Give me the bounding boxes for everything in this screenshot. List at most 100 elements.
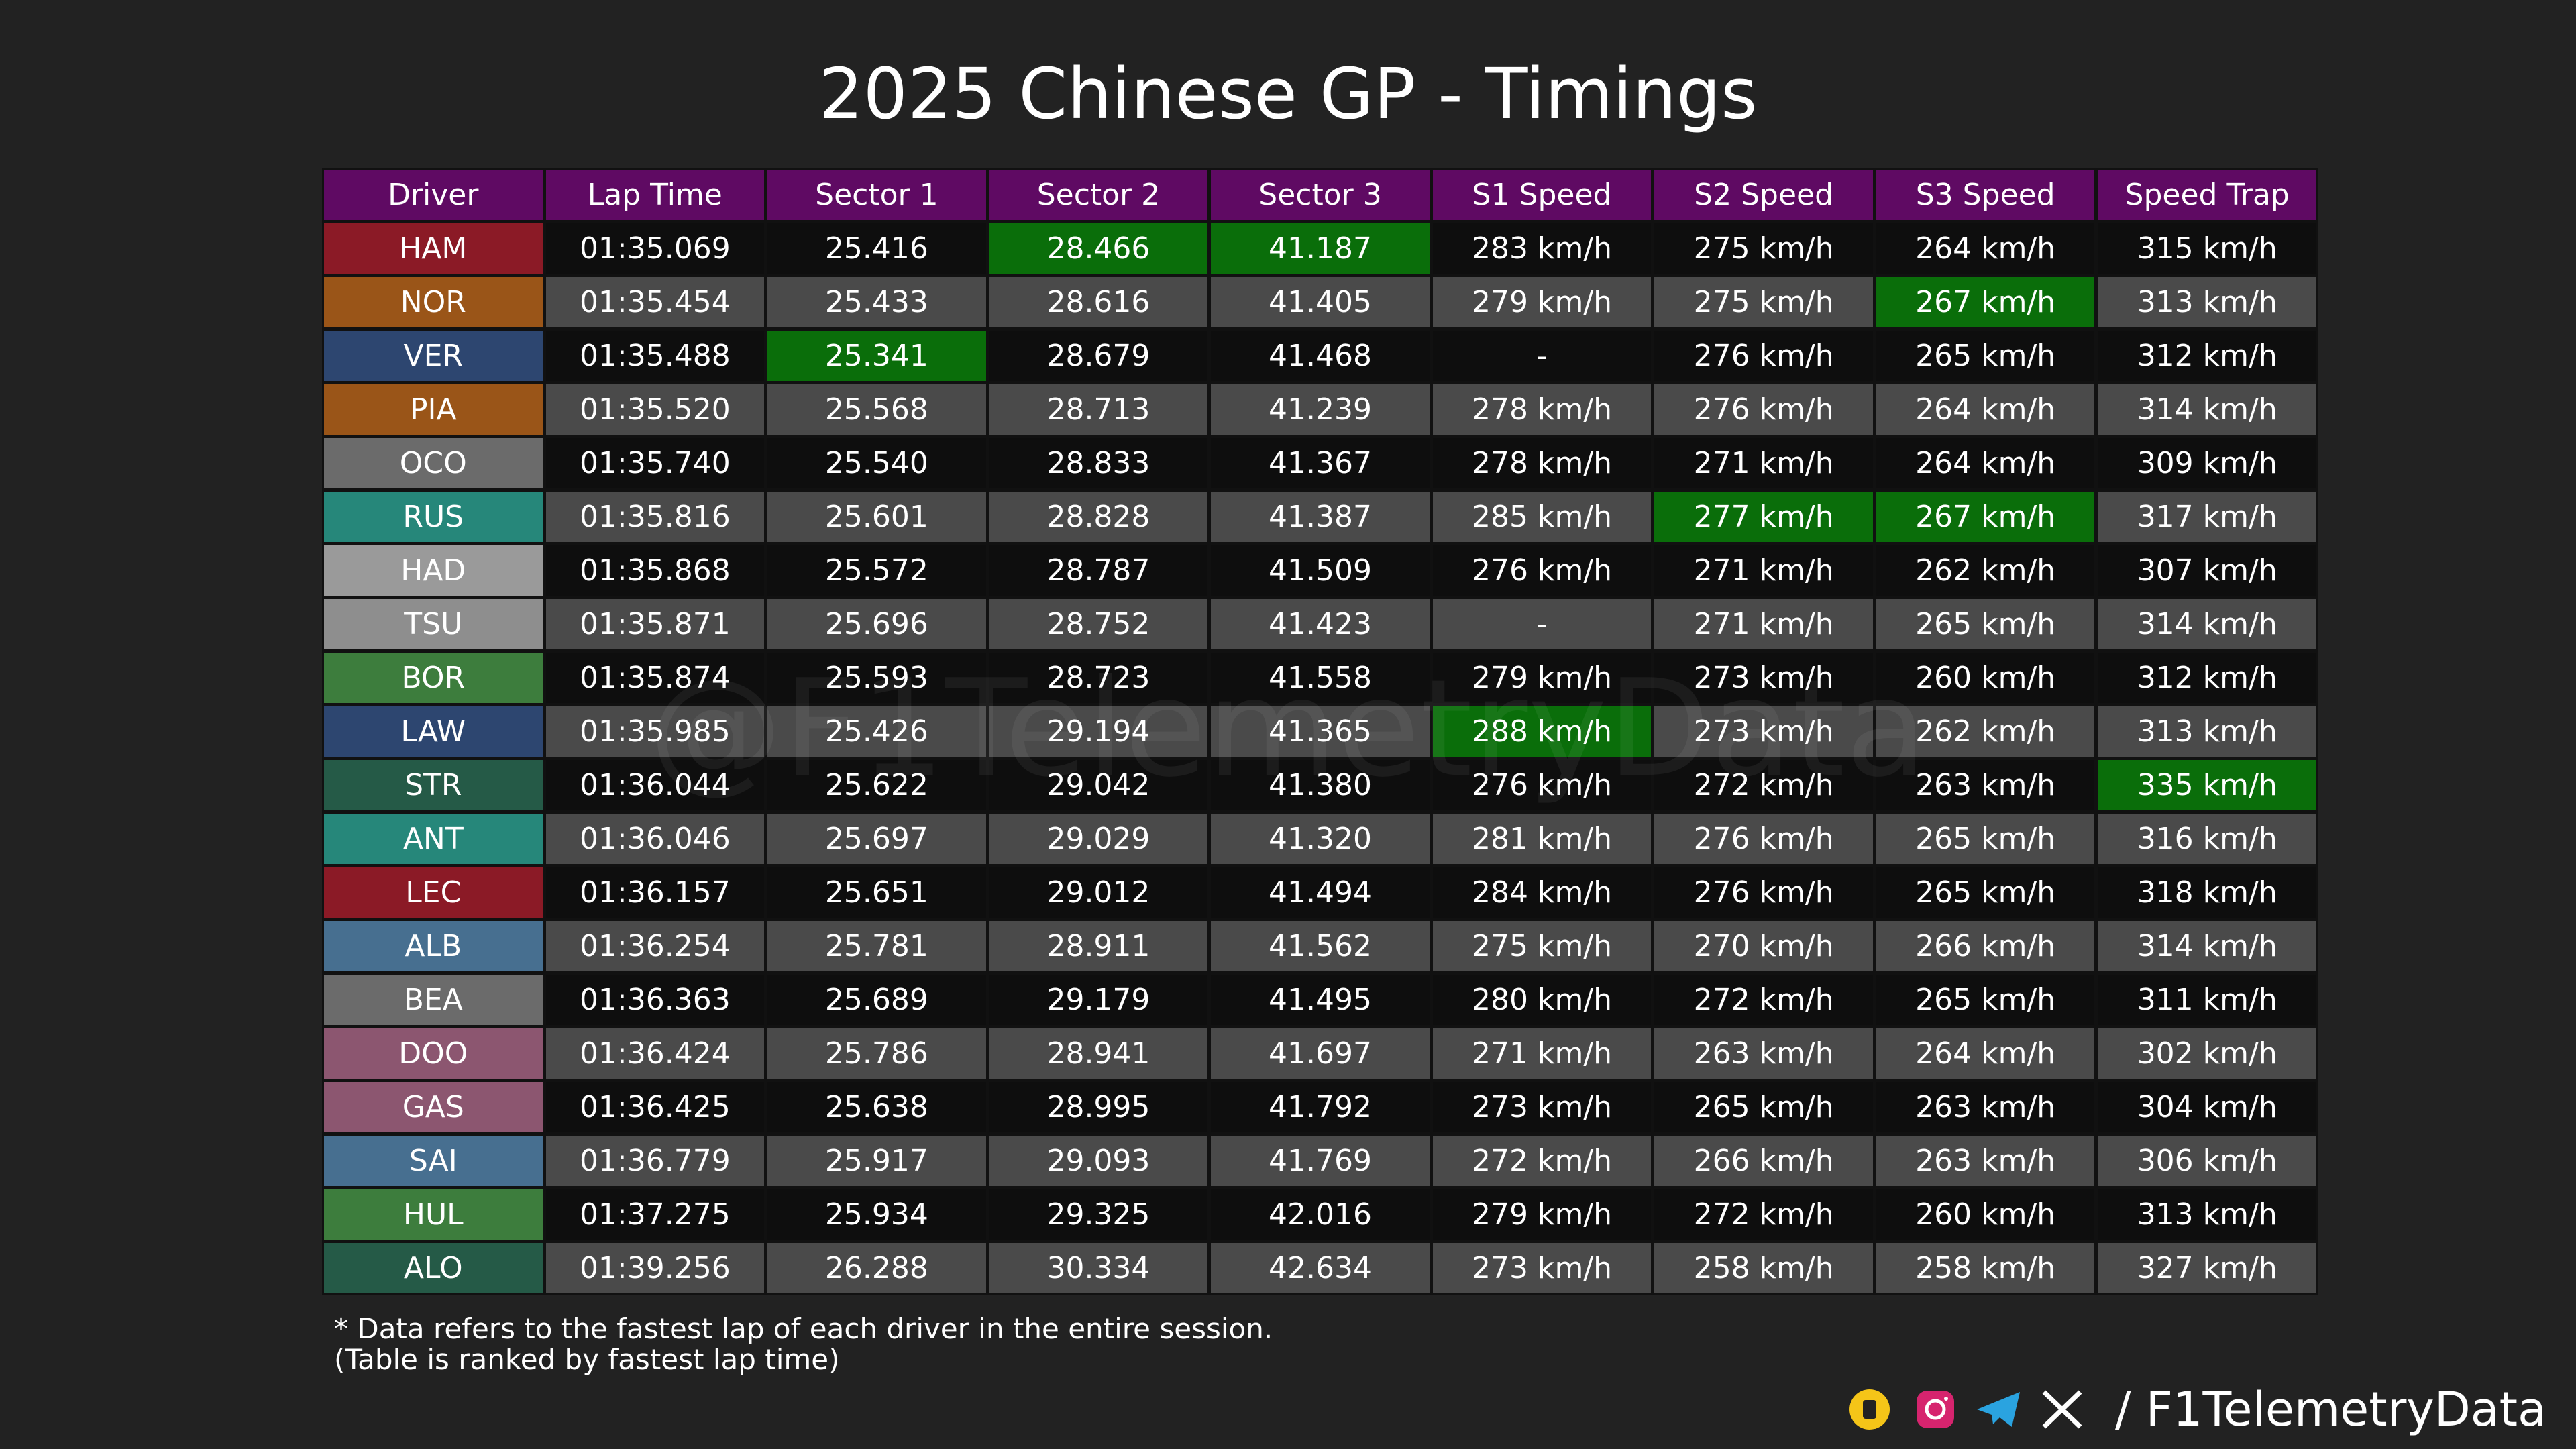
table-cell: 276 km/h	[1432, 545, 1652, 596]
table-cell: 266 km/h	[1654, 1136, 1873, 1186]
table-cell: 315 km/h	[2098, 223, 2316, 274]
driver-cell: RUS	[324, 492, 543, 542]
table-cell: 275 km/h	[1432, 921, 1652, 971]
title: 2025 Chinese GP - Timings	[818, 53, 1758, 135]
table-cell: 01:35.520	[545, 384, 765, 435]
table-cell: 285 km/h	[1432, 492, 1652, 542]
table-cell: 307 km/h	[2098, 545, 2316, 596]
table-cell: 313 km/h	[2098, 277, 2316, 327]
table-cell: 275 km/h	[1654, 223, 1873, 274]
table-cell: 279 km/h	[1432, 277, 1652, 327]
table-cell: 01:35.454	[545, 277, 765, 327]
table-cell: 29.029	[989, 814, 1208, 864]
table-cell: 25.696	[767, 599, 986, 649]
handle-text: / F1TelemetryData	[2114, 1382, 2546, 1437]
table-cell: 273 km/h	[1654, 706, 1873, 757]
table-cell: 25.638	[767, 1082, 986, 1132]
table-cell: 41.423	[1211, 599, 1430, 649]
table-cell: 26.288	[767, 1243, 986, 1293]
table-cell: 265 km/h	[1876, 867, 2095, 918]
table-cell: 265 km/h	[1876, 814, 2095, 864]
table-cell: 276 km/h	[1654, 331, 1873, 381]
table-cell: 01:36.779	[545, 1136, 765, 1186]
table-cell: 312 km/h	[2098, 331, 2316, 381]
driver-cell: PIA	[324, 384, 543, 435]
table-cell: 271 km/h	[1654, 438, 1873, 488]
table-cell: 25.601	[767, 492, 986, 542]
table-cell: 276 km/h	[1654, 867, 1873, 918]
table-cell: 276 km/h	[1654, 814, 1873, 864]
table-cell: 265 km/h	[1876, 599, 2095, 649]
table-cell: 01:36.046	[545, 814, 765, 864]
table-cell: 262 km/h	[1876, 545, 2095, 596]
table-cell: 275 km/h	[1654, 277, 1873, 327]
table-cell: 01:35.868	[545, 545, 765, 596]
best-cell: 277 km/h	[1654, 492, 1873, 542]
table-cell: 263 km/h	[1876, 760, 2095, 810]
best-cell: 25.341	[767, 331, 986, 381]
table-cell: 278 km/h	[1432, 384, 1652, 435]
table-cell: 41.367	[1211, 438, 1430, 488]
table-cell: 41.380	[1211, 760, 1430, 810]
table-cell: 279 km/h	[1432, 1189, 1652, 1240]
table-cell: 28.941	[989, 1028, 1208, 1079]
driver-cell: LAW	[324, 706, 543, 757]
table-cell: 263 km/h	[1654, 1028, 1873, 1079]
table-cell: 41.769	[1211, 1136, 1430, 1186]
table-cell: 25.917	[767, 1136, 986, 1186]
table-cell: 283 km/h	[1432, 223, 1652, 274]
table-cell: 28.828	[989, 492, 1208, 542]
driver-cell: BEA	[324, 975, 543, 1025]
table-cell: 260 km/h	[1876, 653, 2095, 703]
table-cell: 41.558	[1211, 653, 1430, 703]
table-cell: 314 km/h	[2098, 384, 2316, 435]
table-cell: 01:35.871	[545, 599, 765, 649]
table-cell: 306 km/h	[2098, 1136, 2316, 1186]
table-cell: 28.995	[989, 1082, 1208, 1132]
table-cell: 262 km/h	[1876, 706, 2095, 757]
driver-cell: GAS	[324, 1082, 543, 1132]
table-cell: 29.042	[989, 760, 1208, 810]
driver-cell: HAD	[324, 545, 543, 596]
table-cell: 41.509	[1211, 545, 1430, 596]
table-cell: 41.495	[1211, 975, 1430, 1025]
best-cell: 267 km/h	[1876, 492, 2095, 542]
table-cell: 309 km/h	[2098, 438, 2316, 488]
table-cell: 01:35.488	[545, 331, 765, 381]
driver-cell: ANT	[324, 814, 543, 864]
table-cell: 263 km/h	[1876, 1082, 2095, 1132]
table-cell: 25.786	[767, 1028, 986, 1079]
table-cell: 264 km/h	[1876, 1028, 2095, 1079]
driver-cell: DOO	[324, 1028, 543, 1079]
table-cell: 25.697	[767, 814, 986, 864]
table-cell: 29.093	[989, 1136, 1208, 1186]
table-cell: 41.562	[1211, 921, 1430, 971]
table-cell: 01:35.985	[545, 706, 765, 757]
table-cell: 258 km/h	[1654, 1243, 1873, 1293]
table-cell: 273 km/h	[1654, 653, 1873, 703]
table-cell: 284 km/h	[1432, 867, 1652, 918]
table-cell: 265 km/h	[1654, 1082, 1873, 1132]
table-cell: 266 km/h	[1876, 921, 2095, 971]
table-cell: 01:35.069	[545, 223, 765, 274]
table-cell: 314 km/h	[2098, 599, 2316, 649]
table-cell: 29.194	[989, 706, 1208, 757]
table-cell: 01:37.275	[545, 1189, 765, 1240]
driver-cell: SAI	[324, 1136, 543, 1186]
column-header: Sector 1	[767, 170, 986, 220]
table-cell: 01:35.816	[545, 492, 765, 542]
best-cell: 288 km/h	[1432, 706, 1652, 757]
table-cell: 01:35.874	[545, 653, 765, 703]
table-cell: 278 km/h	[1432, 438, 1652, 488]
table-cell: 314 km/h	[2098, 921, 2316, 971]
table-cell: -	[1432, 331, 1652, 381]
table-cell: 271 km/h	[1654, 545, 1873, 596]
driver-cell: ALB	[324, 921, 543, 971]
table-cell: 28.911	[989, 921, 1208, 971]
table-cell: 25.426	[767, 706, 986, 757]
table-cell: 25.433	[767, 277, 986, 327]
table-cell: 272 km/h	[1432, 1136, 1652, 1186]
table-cell: 41.697	[1211, 1028, 1430, 1079]
column-header: Lap Time	[545, 170, 765, 220]
